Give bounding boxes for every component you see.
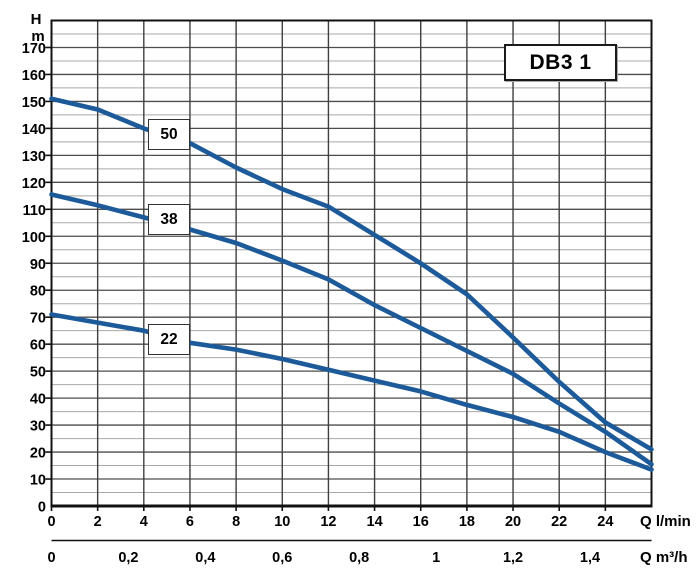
y-tick-label: 110	[23, 203, 46, 219]
major-horizontal-gridlines	[51, 46, 652, 480]
y-tick-label: 30	[30, 419, 46, 435]
curve-label-box-38: 38	[148, 204, 190, 235]
chart-title: DB3 1	[529, 50, 592, 74]
x-tick-label: 24	[597, 514, 613, 530]
m3h-tick-label: 1,4	[580, 550, 600, 566]
x-tick-label: 14	[367, 514, 383, 530]
y-tick-label: 120	[22, 176, 46, 192]
chart-title-box: DB3 1	[504, 44, 617, 81]
y-axis-title-m: m	[31, 28, 44, 45]
x-tick-label: 4	[140, 514, 148, 530]
curve-50	[49, 96, 654, 452]
m3h-tick-label: 0	[47, 550, 55, 566]
curve-label-50: 50	[160, 125, 178, 143]
y-tick-label: 90	[30, 257, 46, 273]
secondary-axis: 0 0,2 0,4 0,6 0,8 1 1,2 1,4	[47, 539, 652, 566]
x-tick-label: 6	[186, 514, 194, 530]
m3h-tick-label: 0,2	[118, 550, 138, 566]
curve-label-box-50: 50	[148, 119, 190, 150]
x-tick-label: 2	[94, 514, 102, 530]
m3h-tick-label: 0,6	[272, 550, 292, 566]
x-axis-primary-unit-label: Q l/min	[640, 513, 691, 530]
m3h-tick-label: 0,4	[195, 550, 215, 566]
y-tick-label: 70	[30, 311, 46, 327]
y-tick-labels: 0 10 20 30 40 50 60 70 80 90 100 110 120 130 140 150 160…	[22, 41, 46, 516]
y-axis-title-h: H	[31, 11, 42, 28]
m3h-tick-label: 1	[432, 550, 440, 566]
axis-ticks	[45, 46, 607, 511]
x-tick-label: 0	[47, 514, 55, 530]
y-tick-label: 170	[22, 41, 46, 57]
m3h-tick-label: 0,8	[349, 550, 369, 566]
m3h-tick-label: 1,2	[503, 550, 523, 566]
y-tick-label: 80	[30, 284, 46, 300]
curve-label-22: 22	[160, 330, 178, 348]
y-tick-label: 40	[30, 392, 46, 408]
x-tick-label: 8	[232, 514, 240, 530]
y-tick-label: 150	[22, 95, 46, 111]
x-tick-label: 16	[413, 514, 429, 530]
x-tick-label: 10	[274, 514, 290, 530]
x-tick-labels: 0 2 4 6 8 10 12 14 16 18 20 22 24	[47, 514, 613, 530]
y-tick-label: 60	[30, 338, 46, 354]
y-tick-label: 140	[22, 122, 46, 138]
y-tick-label: 10	[30, 473, 46, 489]
y-tick-label: 100	[22, 230, 46, 246]
x-tick-label: 18	[459, 514, 475, 530]
y-tick-label: 20	[30, 446, 46, 462]
x-tick-label: 20	[505, 514, 521, 530]
y-tick-label: 160	[22, 68, 46, 84]
y-tick-label: 0	[38, 500, 46, 516]
x-axis-secondary-unit-label: Q m³/h	[640, 549, 688, 566]
y-tick-label: 130	[22, 149, 46, 165]
curve-label-38: 38	[160, 210, 178, 228]
x-tick-label: 22	[551, 514, 567, 530]
pump-curves	[49, 96, 654, 472]
x-tick-label: 12	[320, 514, 336, 530]
curve-22	[49, 312, 654, 472]
curve-label-box-22: 22	[148, 324, 190, 355]
y-tick-label: 50	[30, 365, 46, 381]
